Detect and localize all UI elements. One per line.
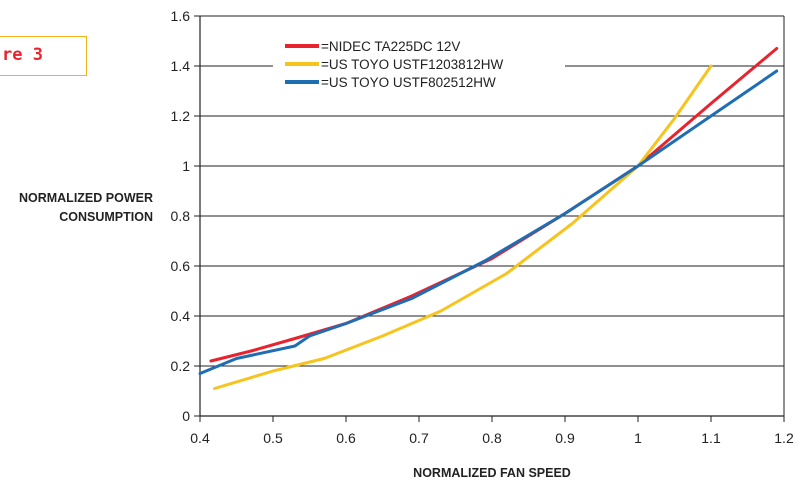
y-axis-title-line: NORMALIZED POWER bbox=[19, 191, 153, 205]
legend-label: =US TOYO USTF802512HW bbox=[321, 75, 496, 90]
y-tick-label: 1.2 bbox=[171, 108, 191, 124]
y-tick-label: 0.8 bbox=[171, 208, 191, 224]
x-axis-title: NORMALIZED FAN SPEED bbox=[413, 466, 571, 480]
y-axis-title-line: CONSUMPTION bbox=[59, 210, 153, 224]
x-tick-label: 0.9 bbox=[555, 430, 575, 446]
x-tick-label: 1 bbox=[634, 430, 642, 446]
legend-label: =NIDEC TA225DC 12V bbox=[321, 39, 460, 54]
axes bbox=[194, 15, 785, 422]
figure-label: re 3 bbox=[0, 36, 87, 76]
x-tick-label: 1.1 bbox=[701, 430, 721, 446]
x-tick-label: 0.5 bbox=[263, 430, 283, 446]
y-tick-label: 0.6 bbox=[171, 258, 191, 274]
y-tick-label: 0.2 bbox=[171, 358, 191, 374]
legend: =NIDEC TA225DC 12V =US TOYO USTF1203812HW… bbox=[273, 35, 565, 90]
y-tick-label: 0.4 bbox=[171, 308, 191, 324]
x-tick-label: 1.2 bbox=[774, 430, 794, 446]
x-tick-label: 0.6 bbox=[336, 430, 356, 446]
grid bbox=[200, 15, 784, 367]
series-lines bbox=[198, 47, 779, 390]
axis-titles: NORMALIZED POWER CONSUMPTION NORMALIZED FA… bbox=[19, 191, 571, 480]
legend-background bbox=[273, 35, 565, 75]
x-tick-label: 0.7 bbox=[409, 430, 429, 446]
tick-labels: 0 0.2 0.4 0.6 0.8 1 1.2 1.4 1.6 0.4 0.5 0.6 0.7 0.8 0.… bbox=[171, 8, 794, 446]
y-tick-label: 1.6 bbox=[171, 8, 191, 24]
series-line-3 bbox=[198, 69, 779, 375]
series-line-2 bbox=[213, 64, 713, 390]
y-tick-label: 0 bbox=[182, 408, 190, 424]
x-tick-label: 0.8 bbox=[482, 430, 502, 446]
y-tick-label: 1.4 bbox=[171, 58, 191, 74]
x-tick-label: 0.4 bbox=[190, 430, 210, 446]
y-tick-label: 1 bbox=[182, 158, 190, 174]
legend-label: =US TOYO USTF1203812HW bbox=[321, 57, 503, 72]
